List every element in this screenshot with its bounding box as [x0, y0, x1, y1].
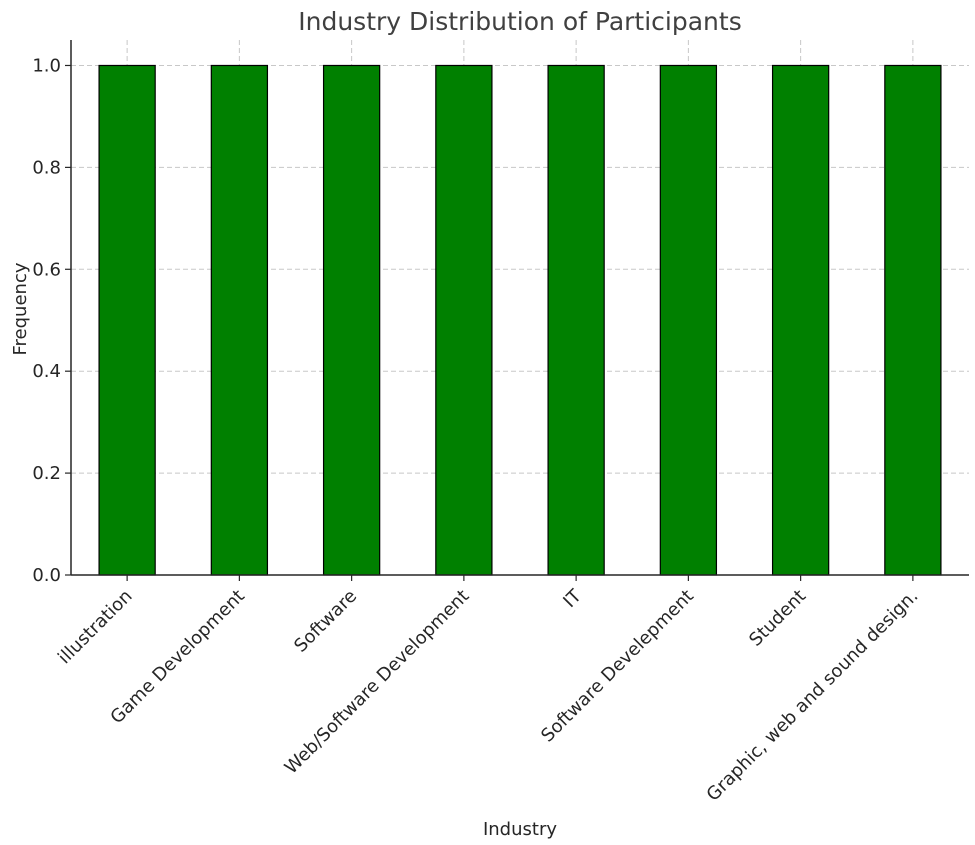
x-tick-label: Student [745, 586, 810, 651]
x-tick-label: Web/Software Development [281, 586, 474, 779]
y-tick-label: 0.2 [32, 463, 61, 484]
bar-3 [435, 64, 493, 576]
x-tick-label: IT [559, 585, 586, 612]
y-tick-label: 1.0 [32, 55, 61, 76]
bar-4 [547, 64, 605, 576]
y-tick-label: 0.4 [32, 361, 61, 382]
x-tick-label: illustration [54, 586, 137, 669]
bar-0 [98, 64, 156, 576]
bar-7 [884, 64, 942, 576]
chart-title: Industry Distribution of Participants [298, 7, 741, 36]
bar-2 [322, 64, 381, 576]
y-ticks: 0.0 0.2 0.4 0.6 0.8 1.0 [32, 55, 71, 586]
axes-layer [70, 40, 969, 576]
bars-layer [98, 64, 942, 576]
bar-1 [210, 64, 269, 576]
y-tick-label: 0.0 [32, 565, 61, 586]
y-tick-label: 0.6 [32, 259, 61, 280]
bar-6 [771, 64, 830, 576]
x-tick-label: Software Develepment [537, 586, 698, 747]
bar-5 [659, 64, 718, 576]
grid-layer [71, 40, 969, 576]
x-tick-label: Software [290, 586, 361, 657]
y-axis-label: Frequency [10, 262, 31, 355]
y-tick-label: 0.8 [32, 157, 61, 178]
x-axis-label: Industry [483, 819, 557, 840]
x-tick-label: Graphic, web and sound design. [703, 586, 923, 806]
